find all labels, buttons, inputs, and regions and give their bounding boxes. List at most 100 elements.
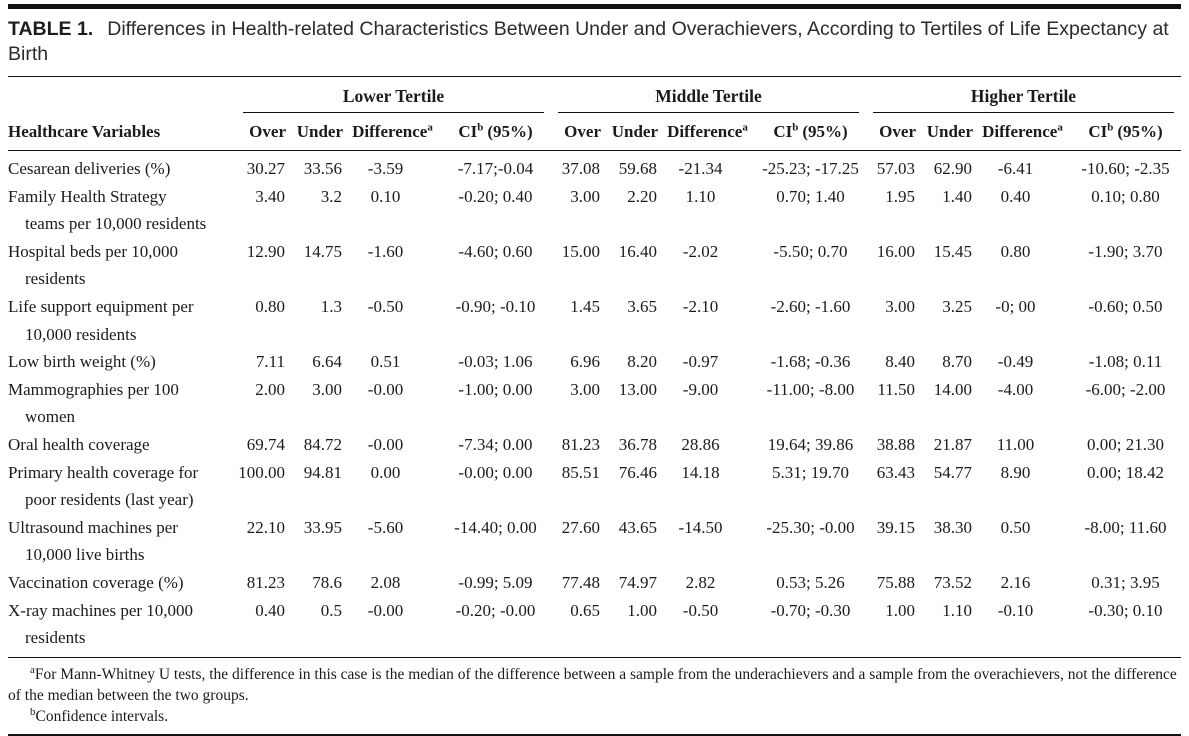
cell-lower-under: 3.00 [312, 379, 342, 399]
cell-higher-under: 54.77 [933, 462, 972, 482]
cell-higher-ci: -1.08; 0.11 [1088, 352, 1163, 372]
cell-higher-under: 1.40 [942, 186, 972, 206]
cell-middle-over: 3.00 [570, 186, 600, 206]
cell-middle-under: 8.20 [627, 352, 657, 372]
cell-lower-difference: 0.51 [370, 352, 401, 372]
cell-middle-under: 43.65 [618, 517, 657, 537]
cell-lower-under: 3.2 [320, 186, 342, 206]
cell-higher-difference: -6.41 [997, 159, 1034, 178]
cell-lower-over: 81.23 [246, 572, 285, 592]
cell-middle-under: 3.65 [627, 296, 657, 316]
cell-higher-under: 3.25 [942, 296, 972, 316]
cell-middle-difference: -2.02 [682, 241, 719, 261]
cell-higher-under: 8.70 [942, 352, 972, 372]
cell-higher-ci: -6.00; -2.00 [1085, 379, 1166, 399]
column-header-over: Over [249, 122, 286, 141]
cell-lower-under: 33.56 [303, 159, 342, 178]
column-header-under: Under [296, 122, 343, 141]
cell-middle-ci: 5.31; 19.70 [772, 462, 849, 482]
cell-lower-ci: -0.99; 5.09 [458, 572, 533, 592]
cell-lower-ci: -0.90; -0.10 [455, 296, 536, 316]
cell-middle-under: 1.00 [627, 600, 657, 620]
cell-higher-under: 21.87 [933, 434, 972, 454]
cell-lower-ci: -7.34; 0.00 [458, 434, 533, 454]
cell-higher-under: 38.30 [933, 517, 972, 537]
cell-higher-difference: 11.00 [996, 434, 1035, 454]
table-grid: Lower Tertile Middle Tertile Higher Tert… [8, 77, 1181, 652]
column-header-ci: CIb (95%) [773, 121, 848, 141]
cell-lower-ci: -0.00; 0.00 [458, 462, 533, 482]
cell-higher-difference: 8.90 [1000, 462, 1031, 482]
cell-middle-difference: -14.50 [678, 517, 723, 537]
column-header-variables: Healthcare Variables [8, 122, 161, 141]
cell-middle-ci: -25.23; -17.25 [762, 159, 859, 178]
cell-higher-over: 75.88 [876, 572, 915, 592]
cell-higher-under: 62.90 [933, 159, 972, 178]
cell-middle-over: 85.51 [561, 462, 600, 482]
row-label: Low birth weight (%) [8, 352, 156, 372]
cell-higher-ci: 0.10; 0.80 [1091, 186, 1160, 206]
cell-lower-under: 94.81 [303, 462, 342, 482]
cell-lower-difference: -0.00 [367, 600, 404, 620]
cell-lower-difference: -5.60 [367, 517, 404, 537]
cell-middle-over: 1.45 [570, 296, 600, 316]
cell-middle-over: 3.00 [570, 379, 600, 399]
cell-lower-difference: 2.08 [370, 572, 401, 592]
cell-middle-under: 36.78 [618, 434, 657, 454]
table-title-text: Differences in Health-related Characteri… [8, 18, 1169, 65]
cell-higher-under: 14.00 [933, 379, 972, 399]
cell-higher-ci: -8.00; 11.60 [1084, 517, 1167, 537]
cell-higher-over: 16.00 [876, 241, 915, 261]
cell-middle-over: 15.00 [561, 241, 600, 261]
row-label: Oral health coverage [8, 434, 150, 454]
cell-higher-ci: 0.00; 21.30 [1087, 434, 1164, 454]
cell-middle-under: 76.46 [618, 462, 657, 482]
group-header-middle: Middle Tertile [558, 77, 859, 113]
cell-higher-difference: -4.00 [997, 379, 1034, 399]
cell-higher-over: 1.00 [885, 600, 915, 620]
cell-middle-under: 16.40 [618, 241, 657, 261]
cell-lower-difference: -0.50 [367, 296, 404, 316]
cell-lower-difference: -0.00 [367, 434, 404, 454]
cell-higher-over: 3.00 [885, 296, 915, 316]
cell-higher-difference: -0.10 [997, 600, 1034, 620]
column-header-difference: Differencea [667, 121, 748, 141]
cell-lower-ci: -0.03; 1.06 [458, 352, 533, 372]
cell-higher-over: 39.15 [876, 517, 915, 537]
cell-middle-ci: -2.60; -1.60 [770, 296, 851, 316]
cell-middle-difference: -21.34 [678, 159, 723, 178]
cell-higher-difference: 2.16 [1000, 572, 1031, 592]
footnote-a: aFor Mann-Whitney U tests, the differenc… [8, 663, 1177, 704]
row-label: Mammographies per 100 women [8, 379, 179, 427]
cell-lower-difference: 0.00 [370, 462, 401, 482]
cell-middle-over: 6.96 [570, 352, 600, 372]
cell-middle-ci: 0.70; 1.40 [776, 186, 845, 206]
cell-middle-under: 59.68 [618, 159, 657, 178]
cell-lower-under: 33.95 [303, 517, 342, 537]
cell-lower-ci: -1.00; 0.00 [458, 379, 533, 399]
cell-middle-under: 2.20 [627, 186, 657, 206]
row-label: Primary health coverage for poor resident… [8, 462, 199, 510]
cell-lower-under: 78.6 [312, 572, 342, 592]
cell-middle-difference: -9.00 [682, 379, 719, 399]
cell-higher-under: 73.52 [933, 572, 972, 592]
cell-middle-difference: -0.50 [682, 600, 719, 620]
cell-lower-under: 0.5 [320, 600, 342, 620]
cell-lower-ci: -14.40; 0.00 [454, 517, 537, 537]
cell-middle-difference: -0.97 [682, 352, 719, 372]
cell-lower-under: 14.75 [303, 241, 342, 261]
cell-middle-ci: -5.50; 0.70 [773, 241, 848, 261]
cell-lower-over: 2.00 [255, 379, 285, 399]
cell-middle-over: 81.23 [561, 434, 600, 454]
header-rule [8, 150, 1181, 151]
group-header-lower: Lower Tertile [243, 77, 544, 113]
cell-middle-over: 27.60 [561, 517, 600, 537]
cell-higher-ci: -10.60; -2.35 [1081, 159, 1170, 178]
column-header-ci: CIb (95%) [1088, 121, 1163, 141]
cell-lower-over: 22.10 [246, 517, 285, 537]
footnotes: aFor Mann-Whitney U tests, the differenc… [8, 658, 1181, 727]
cell-lower-over: 100.00 [238, 462, 285, 482]
group-header-higher: Higher Tertile [873, 77, 1174, 113]
paper-table-page: TABLE 1. Differences in Health-related Ch… [8, 4, 1181, 736]
cell-lower-under: 1.3 [320, 296, 342, 316]
